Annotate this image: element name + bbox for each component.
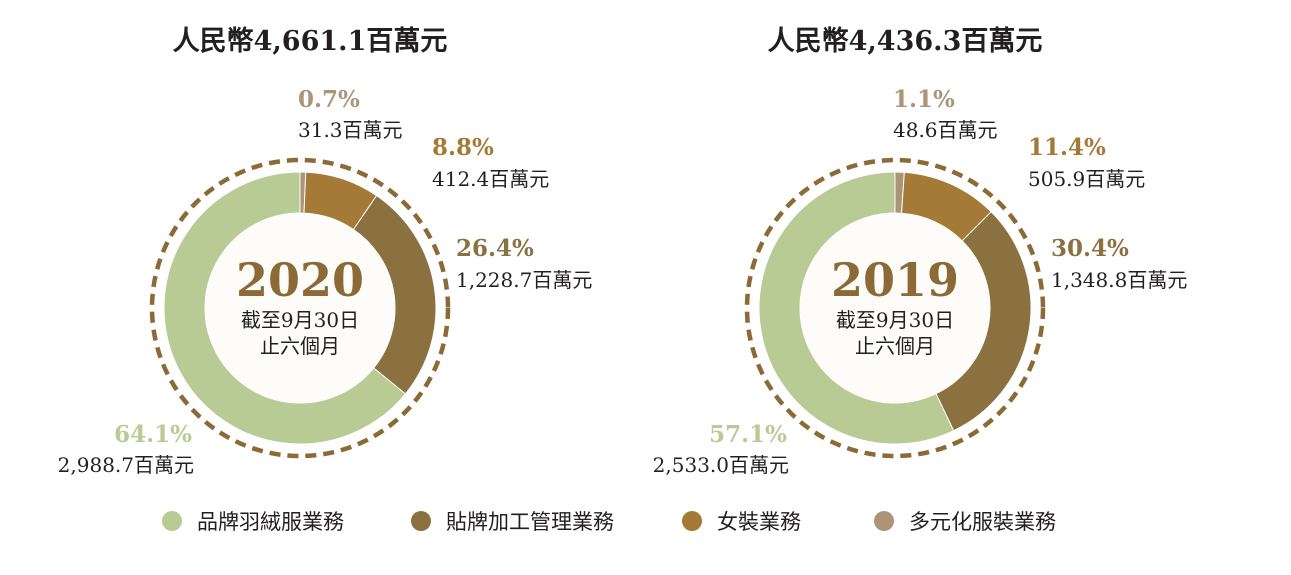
legend-label: 品牌羽絨服業務	[197, 510, 344, 534]
center-year: 2020	[236, 253, 364, 307]
legend-swatch	[411, 511, 431, 531]
center-year: 2019	[831, 253, 959, 307]
legend-swatch	[682, 511, 702, 531]
donut-chart-2020: 2020 截至9月30日 止六個月 0.7% 31.3百萬元 8.8% 412.…	[58, 86, 593, 477]
label-oem-amount: 1,348.8百萬元	[1051, 268, 1187, 292]
label-ladies-percent: 11.4%	[1028, 134, 1106, 161]
chart-title-2020: 人民幣4,661.1百萬元	[173, 26, 448, 57]
label-oem-percent: 30.4%	[1051, 235, 1129, 262]
dashed-outer-ring	[149, 157, 451, 459]
label-ladies-amount: 505.9百萬元	[1028, 167, 1145, 191]
legend-label: 多元化服裝業務	[909, 510, 1056, 534]
center-period-line1: 截至9月30日	[836, 308, 954, 332]
label-brand-down-amount: 2,533.0百萬元	[653, 453, 789, 477]
dashed-outer-ring	[744, 157, 1046, 459]
label-brand-down-percent: 64.1%	[114, 421, 192, 448]
label-diversified-percent: 1.1%	[893, 86, 955, 113]
label-brand-down-percent: 57.1%	[709, 421, 787, 448]
label-brand-down-amount: 2,988.7百萬元	[58, 453, 194, 477]
center-period-line2: 止六個月	[855, 334, 935, 358]
legend-item-diversified: 多元化服裝業務	[874, 510, 1056, 534]
label-diversified-percent: 0.7%	[298, 86, 360, 113]
label-diversified-amount: 31.3百萬元	[298, 118, 403, 142]
label-ladies-percent: 8.8%	[432, 134, 494, 161]
donut-chart-2019: 2019 截至9月30日 止六個月 1.1% 48.6百萬元 11.4% 505…	[653, 86, 1188, 477]
legend-swatch	[162, 511, 182, 531]
legend-item-oem: 貼牌加工管理業務	[411, 510, 614, 534]
label-oem-amount: 1,228.7百萬元	[456, 268, 592, 292]
center-period-line1: 截至9月30日	[241, 308, 359, 332]
legend: 品牌羽絨服業務 貼牌加工管理業務 女裝業務 多元化服裝業務	[162, 510, 1056, 534]
donut-slices	[163, 171, 437, 445]
legend-item-brand-down: 品牌羽絨服業務	[162, 510, 344, 534]
legend-swatch	[874, 511, 894, 531]
donut-center	[205, 213, 395, 403]
label-ladies-amount: 412.4百萬元	[432, 167, 549, 191]
donut-center	[800, 213, 990, 403]
legend-label: 貼牌加工管理業務	[446, 510, 614, 534]
center-period-line2: 止六個月	[260, 334, 340, 358]
label-diversified-amount: 48.6百萬元	[893, 118, 998, 142]
chart-title-2019: 人民幣4,436.3百萬元	[768, 26, 1043, 57]
legend-label: 女裝業務	[717, 510, 801, 534]
label-oem-percent: 26.4%	[456, 235, 534, 262]
legend-item-ladies: 女裝業務	[682, 510, 801, 534]
